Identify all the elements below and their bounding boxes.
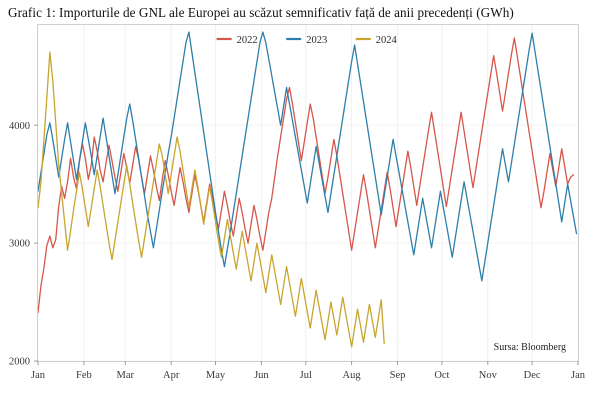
legend-label-2024[interactable]: 2024 bbox=[376, 35, 398, 46]
legend-label-2022[interactable]: 2022 bbox=[237, 35, 258, 46]
x-tick-label: Jul bbox=[300, 370, 312, 381]
x-tick-label: Feb bbox=[76, 370, 92, 381]
x-tick-label: Jan bbox=[31, 370, 46, 381]
source-annotation: Sursa: Bloomberg bbox=[494, 342, 566, 353]
series-line-2024 bbox=[38, 51, 385, 348]
x-tick-label: May bbox=[206, 370, 226, 381]
x-tick-label: Apr bbox=[163, 370, 180, 381]
y-tick-label: 2000 bbox=[9, 357, 30, 368]
x-tick-label: Sep bbox=[390, 370, 406, 381]
x-tick-label: Mar bbox=[117, 370, 135, 381]
x-tick-label: Jun bbox=[254, 370, 269, 381]
x-tick-label: Aug bbox=[343, 370, 362, 381]
x-axis-ticks: Jan Feb Mar Apr May Jun Jul Aug Sep Oct Nov Dec Jan bbox=[31, 361, 586, 381]
series-lines bbox=[38, 31, 578, 348]
x-tick-label: Jan bbox=[571, 370, 586, 381]
y-axis-ticks: 2000 3000 4000 bbox=[9, 121, 38, 368]
chart-legend[interactable]: 2022 2023 2024 bbox=[216, 35, 398, 46]
plot-border bbox=[37, 24, 579, 362]
series-line-2023 bbox=[38, 31, 578, 282]
page-title: Grafic 1: Importurile de GNL ale Europei… bbox=[8, 5, 514, 20]
x-tick-label: Nov bbox=[479, 370, 498, 381]
legend-label-2023[interactable]: 2023 bbox=[306, 35, 327, 46]
x-tick-label: Oct bbox=[434, 370, 449, 381]
y-tick-label: 3000 bbox=[9, 239, 30, 250]
y-tick-label: 4000 bbox=[9, 121, 30, 132]
x-tick-label: Dec bbox=[524, 370, 541, 381]
